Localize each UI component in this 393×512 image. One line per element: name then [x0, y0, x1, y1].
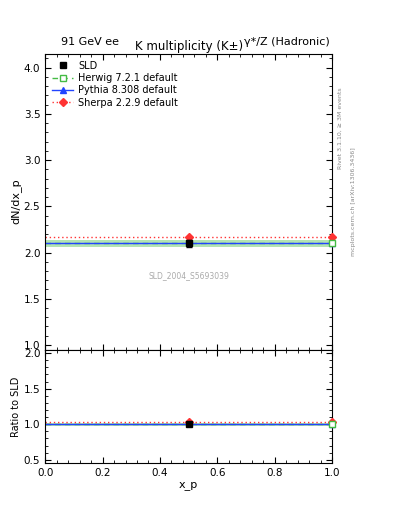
- Title: K multiplicity (K±): K multiplicity (K±): [134, 39, 243, 53]
- Text: Rivet 3.1.10, ≥ 3M events: Rivet 3.1.10, ≥ 3M events: [338, 87, 343, 168]
- Y-axis label: Ratio to SLD: Ratio to SLD: [11, 376, 21, 437]
- Y-axis label: dN/dx_p: dN/dx_p: [10, 179, 21, 224]
- X-axis label: x_p: x_p: [179, 480, 198, 489]
- Legend: SLD, Herwig 7.2.1 default, Pythia 8.308 default, Sherpa 2.2.9 default: SLD, Herwig 7.2.1 default, Pythia 8.308 …: [50, 58, 180, 110]
- Text: SLD_2004_S5693039: SLD_2004_S5693039: [148, 271, 229, 280]
- Text: 91 GeV ee: 91 GeV ee: [61, 37, 119, 47]
- Text: γ*/Z (Hadronic): γ*/Z (Hadronic): [244, 37, 330, 47]
- Text: mcplots.cern.ch [arXiv:1306.3436]: mcplots.cern.ch [arXiv:1306.3436]: [351, 147, 356, 256]
